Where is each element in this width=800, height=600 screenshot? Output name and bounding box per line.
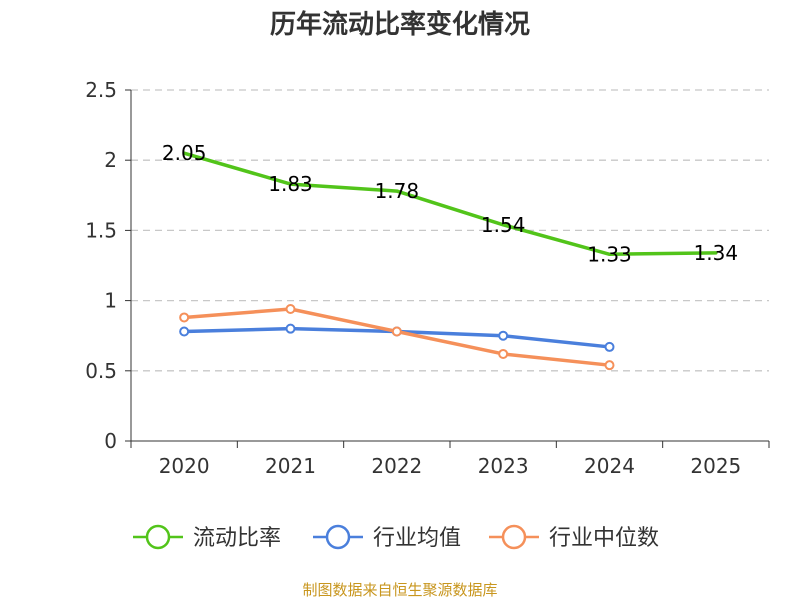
x-tick-label: 2023 [478, 454, 529, 478]
source-note: 制图数据来自恒生聚源数据库 [302, 581, 497, 599]
series-marker [498, 330, 509, 341]
legend-label: 行业均值 [373, 526, 461, 551]
data-label: 2.05 [162, 141, 207, 165]
y-tick-label: 2 [104, 148, 117, 172]
series-line-0 [182, 151, 718, 257]
data-label: 1.83 [268, 172, 313, 196]
y-tick-label: 2.5 [85, 78, 117, 102]
grid [131, 89, 769, 372]
x-tick-label: 2024 [584, 454, 635, 478]
series-marker [285, 304, 296, 315]
data-labels: 2.05 1.83 1.78 1.54 1.33 1.34 [162, 141, 738, 266]
axes: 0 0.5 1 1.5 2 2.5 2020 2021 2022 2023 2024 2025 [85, 78, 770, 478]
legend-label: 行业中位数 [549, 526, 659, 551]
legend-swatch-marker [501, 524, 527, 550]
series [179, 151, 718, 371]
series-line-2 [182, 307, 612, 367]
x-tick-label: 2022 [371, 454, 422, 478]
chart-title: 历年流动比率变化情况 [270, 9, 530, 40]
series-marker [179, 312, 190, 323]
series-marker [285, 323, 296, 334]
data-label: 1.33 [587, 242, 632, 266]
series-marker [498, 348, 509, 359]
legend-item-1: 行业均值 [313, 524, 461, 551]
legend-item-2: 行业中位数 [489, 524, 659, 551]
series-marker [391, 326, 402, 337]
legend-label: 流动比率 [193, 526, 281, 551]
data-label: 1.54 [481, 213, 526, 237]
series-marker [604, 360, 615, 371]
legend-item-0: 流动比率 [133, 524, 281, 551]
legend-swatch-marker [325, 524, 351, 550]
x-tick-label: 2021 [265, 454, 316, 478]
y-tick-label: 1.5 [85, 218, 117, 242]
legend-swatch-marker [145, 524, 171, 550]
x-tick-label: 2020 [159, 454, 210, 478]
y-tick-label: 0 [104, 429, 117, 453]
data-label: 1.34 [694, 241, 739, 265]
y-tick-label: 1 [104, 289, 117, 313]
data-label: 1.78 [375, 179, 420, 203]
series-marker [179, 326, 190, 337]
legend: 流动比率 行业均值 行业中位数 [133, 524, 659, 551]
x-tick-label: 2025 [690, 454, 741, 478]
series-marker [604, 341, 615, 352]
y-tick-label: 0.5 [85, 359, 117, 383]
